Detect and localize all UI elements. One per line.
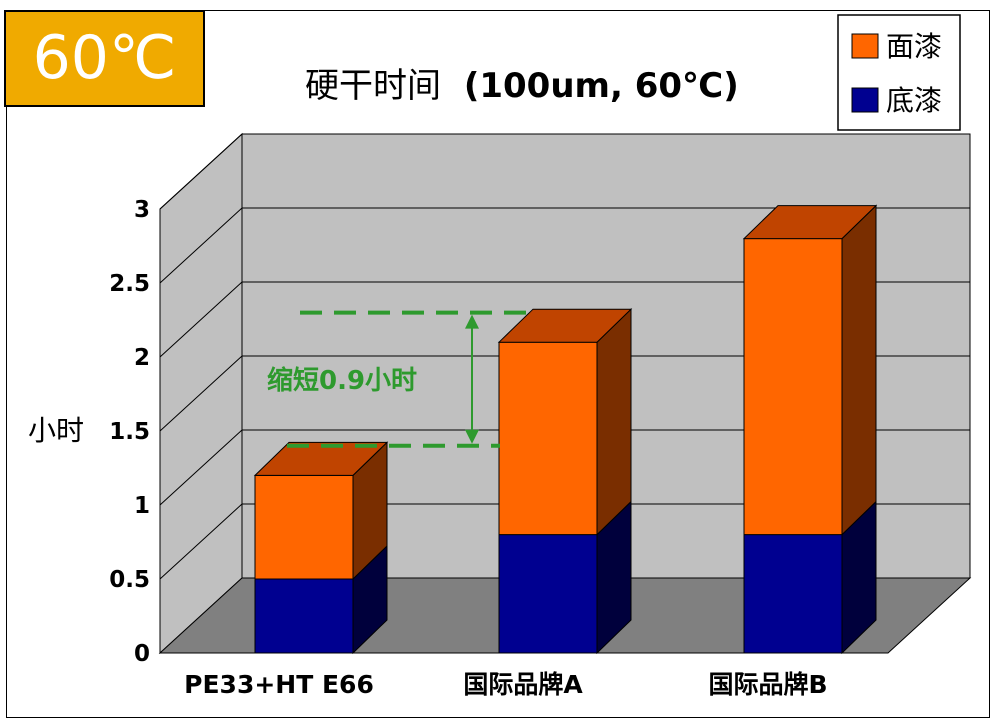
- legend-label: 底漆: [886, 84, 942, 117]
- gridline: [159, 281, 970, 358]
- gridline: [159, 429, 970, 506]
- annotation-arrow-head-down: [465, 429, 479, 444]
- gridline: [159, 207, 970, 284]
- y-tick-label: 0: [134, 641, 150, 667]
- gridline: [159, 503, 970, 580]
- chart-bars: [253, 204, 878, 655]
- bar-segment-front: [254, 578, 354, 654]
- annotation-arrow-head-up: [465, 314, 479, 329]
- y-axis-label: 小时: [28, 414, 84, 447]
- bar-segment-side: [596, 308, 632, 536]
- gridline: [159, 133, 970, 210]
- chart-title-main: 硬干时间: [305, 66, 441, 106]
- x-category-label: 国际品牌B: [708, 670, 827, 699]
- bar-top: [497, 308, 633, 343]
- temperature-badge: 60℃: [4, 10, 205, 107]
- bar-stack: [497, 308, 633, 655]
- reduction-annotation: 缩短0.9小时: [267, 310, 528, 448]
- bar-segment-front: [743, 534, 843, 654]
- bar-segment-front: [498, 341, 598, 536]
- gridline: [159, 355, 970, 432]
- annotation-label: 缩短0.9小时: [267, 365, 417, 396]
- bar-segment-front: [498, 534, 598, 654]
- chart-labels: 0 0.5 1 1.5 2 2.5 3 PE33+HT E66 国际品牌A 国际品牌B: [109, 197, 827, 699]
- y-tick-label: 0.5: [109, 567, 150, 593]
- chart-title-detail: (100um, 60℃): [464, 66, 739, 106]
- bar-stack: [742, 204, 878, 655]
- y-tick-label: 3: [134, 197, 150, 223]
- y-tick-label: 1.5: [109, 419, 150, 445]
- bar-segment-front: [254, 474, 354, 580]
- y-tick-label: 2.5: [109, 271, 150, 297]
- x-category-label: 国际品牌A: [463, 670, 583, 699]
- bar-segment-front: [743, 238, 843, 536]
- chart-gridlines: [159, 133, 970, 580]
- bar-top: [742, 205, 878, 240]
- x-category-label: PE33+HT E66: [184, 670, 374, 699]
- bar-segment-side: [841, 204, 877, 536]
- legend-swatch: [851, 33, 879, 59]
- chart-title: 硬干时间 (100um, 60℃): [305, 66, 739, 106]
- y-tick-label: 1: [134, 493, 150, 519]
- bar-stack: [253, 441, 389, 655]
- legend-label: 面漆: [886, 30, 942, 63]
- bar-top: [253, 441, 389, 476]
- y-tick-label: 2: [134, 345, 150, 371]
- legend-swatch: [851, 87, 879, 113]
